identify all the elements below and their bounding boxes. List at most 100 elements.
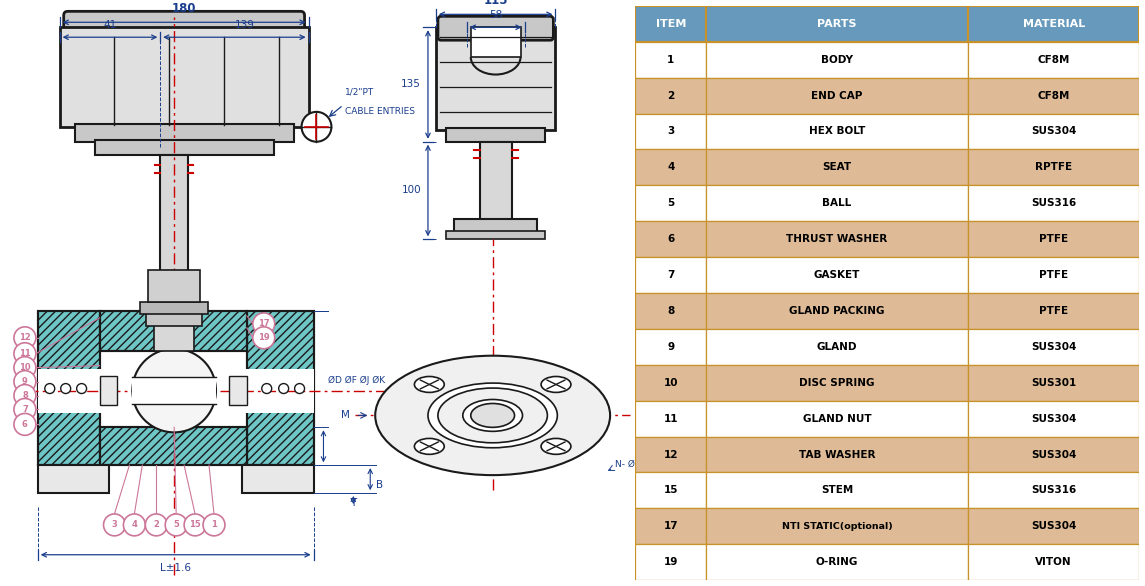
- Bar: [706, 508, 968, 544]
- Circle shape: [124, 514, 145, 536]
- Bar: [141, 302, 208, 314]
- Bar: [247, 311, 314, 465]
- Circle shape: [133, 349, 216, 432]
- Bar: [968, 401, 1139, 437]
- Circle shape: [61, 384, 71, 394]
- Bar: [706, 149, 968, 185]
- Text: 2: 2: [153, 520, 159, 529]
- Bar: [133, 377, 216, 404]
- Text: CABLE ENTRIES: CABLE ENTRIES: [346, 107, 416, 116]
- Bar: [706, 544, 968, 580]
- Bar: [74, 124, 293, 142]
- Bar: [100, 427, 247, 465]
- Bar: [480, 142, 512, 222]
- Text: 15: 15: [189, 520, 202, 529]
- Circle shape: [14, 398, 35, 420]
- Text: DISC SPRING: DISC SPRING: [799, 378, 875, 388]
- Bar: [453, 219, 537, 233]
- Text: PTFE: PTFE: [1039, 234, 1068, 244]
- Text: L±1.6: L±1.6: [160, 563, 191, 573]
- Bar: [635, 472, 706, 508]
- Text: SUS304: SUS304: [1030, 127, 1076, 137]
- Bar: [38, 465, 110, 493]
- Circle shape: [294, 384, 305, 394]
- Text: 8: 8: [668, 306, 674, 316]
- Text: ØD ØF ØJ ØK: ØD ØF ØJ ØK: [329, 376, 386, 385]
- Bar: [38, 311, 100, 465]
- Bar: [968, 257, 1139, 293]
- Text: 6: 6: [22, 420, 27, 429]
- Text: GLAND: GLAND: [816, 342, 858, 352]
- Circle shape: [184, 514, 206, 536]
- Text: NTI STATIC(optional): NTI STATIC(optional): [782, 522, 892, 531]
- Bar: [635, 257, 706, 293]
- Bar: [635, 508, 706, 544]
- Circle shape: [14, 357, 35, 379]
- Text: 115: 115: [483, 0, 508, 8]
- Bar: [100, 311, 247, 351]
- Text: 4: 4: [668, 162, 674, 172]
- Bar: [706, 222, 968, 257]
- Ellipse shape: [471, 404, 514, 427]
- Bar: [60, 28, 308, 127]
- Text: O-RING: O-RING: [815, 557, 859, 567]
- Bar: [100, 311, 247, 351]
- Bar: [635, 114, 706, 149]
- Text: PTFE: PTFE: [1039, 306, 1068, 316]
- Circle shape: [14, 414, 35, 435]
- Circle shape: [14, 343, 35, 364]
- Bar: [160, 155, 188, 271]
- Text: 6: 6: [668, 234, 674, 244]
- Ellipse shape: [428, 383, 558, 448]
- Bar: [635, 42, 706, 77]
- Bar: [635, 401, 706, 437]
- Bar: [968, 364, 1139, 401]
- Circle shape: [165, 514, 187, 536]
- Bar: [968, 185, 1139, 222]
- Text: 19: 19: [258, 333, 269, 342]
- Ellipse shape: [542, 438, 571, 454]
- Bar: [635, 78, 706, 114]
- Text: 139: 139: [235, 21, 254, 30]
- Text: 12: 12: [19, 333, 31, 342]
- Bar: [968, 508, 1139, 544]
- Bar: [968, 293, 1139, 329]
- Text: BODY: BODY: [821, 54, 853, 64]
- Text: 9: 9: [22, 377, 27, 386]
- Circle shape: [301, 112, 331, 142]
- Bar: [155, 311, 194, 351]
- Text: GLAND NUT: GLAND NUT: [803, 414, 871, 424]
- Bar: [706, 114, 968, 149]
- Ellipse shape: [414, 376, 444, 393]
- Ellipse shape: [414, 438, 444, 454]
- Text: PARTS: PARTS: [818, 19, 856, 29]
- Text: THRUST WASHER: THRUST WASHER: [787, 234, 887, 244]
- Text: 12: 12: [663, 449, 678, 459]
- Text: 100: 100: [402, 186, 421, 196]
- Circle shape: [45, 384, 55, 394]
- Bar: [968, 114, 1139, 149]
- Bar: [445, 128, 545, 142]
- Bar: [635, 149, 706, 185]
- Text: MATERIAL: MATERIAL: [1022, 19, 1084, 29]
- Bar: [635, 329, 706, 364]
- Text: 15: 15: [663, 485, 678, 495]
- Text: 9: 9: [668, 342, 674, 352]
- Text: 1: 1: [211, 520, 216, 529]
- Bar: [38, 311, 100, 465]
- Text: GLAND PACKING: GLAND PACKING: [789, 306, 885, 316]
- Text: SUS301: SUS301: [1030, 378, 1076, 388]
- Bar: [706, 257, 968, 293]
- Text: 1: 1: [668, 54, 674, 64]
- Text: SUS316: SUS316: [1030, 198, 1076, 208]
- Text: 1/2"PT: 1/2"PT: [346, 88, 374, 97]
- Text: END CAP: END CAP: [812, 91, 862, 101]
- Text: 5: 5: [173, 520, 179, 529]
- Text: 4: 4: [132, 520, 137, 529]
- Bar: [968, 149, 1139, 185]
- Text: 5: 5: [668, 198, 674, 208]
- Bar: [706, 472, 968, 508]
- Text: 58: 58: [489, 11, 503, 21]
- Bar: [706, 437, 968, 472]
- Text: SUS304: SUS304: [1030, 449, 1076, 459]
